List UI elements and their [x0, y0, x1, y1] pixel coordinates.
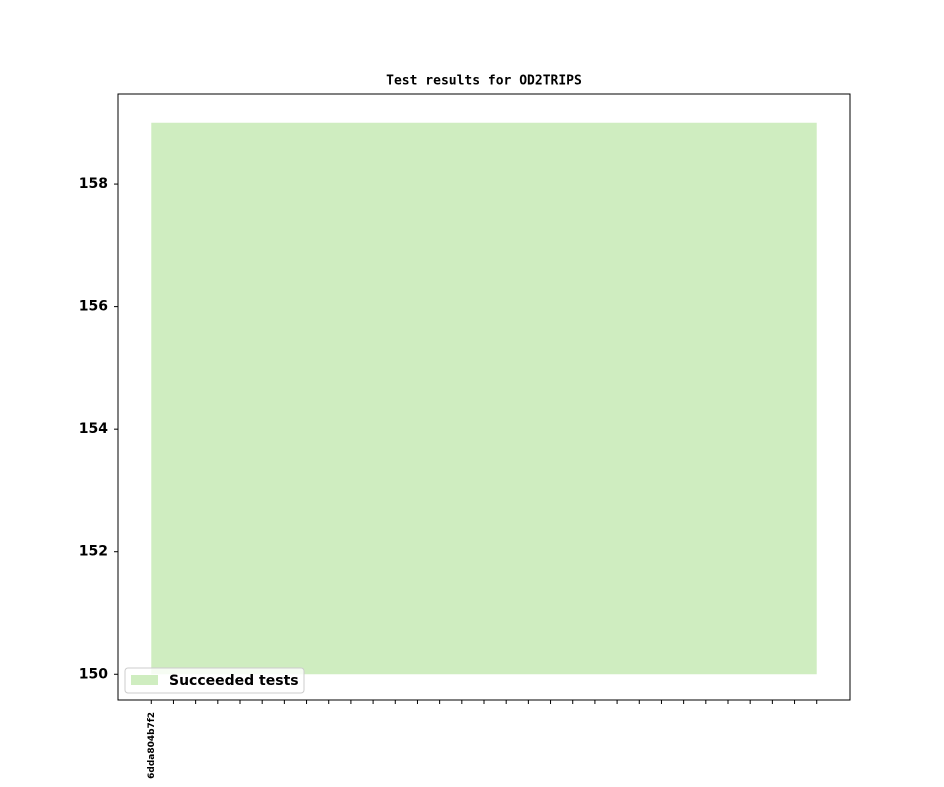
y-tick-label: 150 — [79, 666, 108, 682]
x-tick-label: 6dda804b7f2 — [147, 712, 157, 779]
y-tick-label: 154 — [79, 421, 108, 437]
area — [151, 122, 817, 675]
legend-label: Succeeded tests — [169, 673, 299, 689]
y-tick-label: 158 — [79, 176, 108, 192]
chart-title: Test results for OD2TRIPS — [386, 74, 582, 89]
legend-box — [124, 667, 305, 694]
legend-swatch — [131, 675, 158, 685]
y-tick-label: 156 — [79, 299, 108, 315]
y-tick-label: 152 — [79, 544, 108, 560]
